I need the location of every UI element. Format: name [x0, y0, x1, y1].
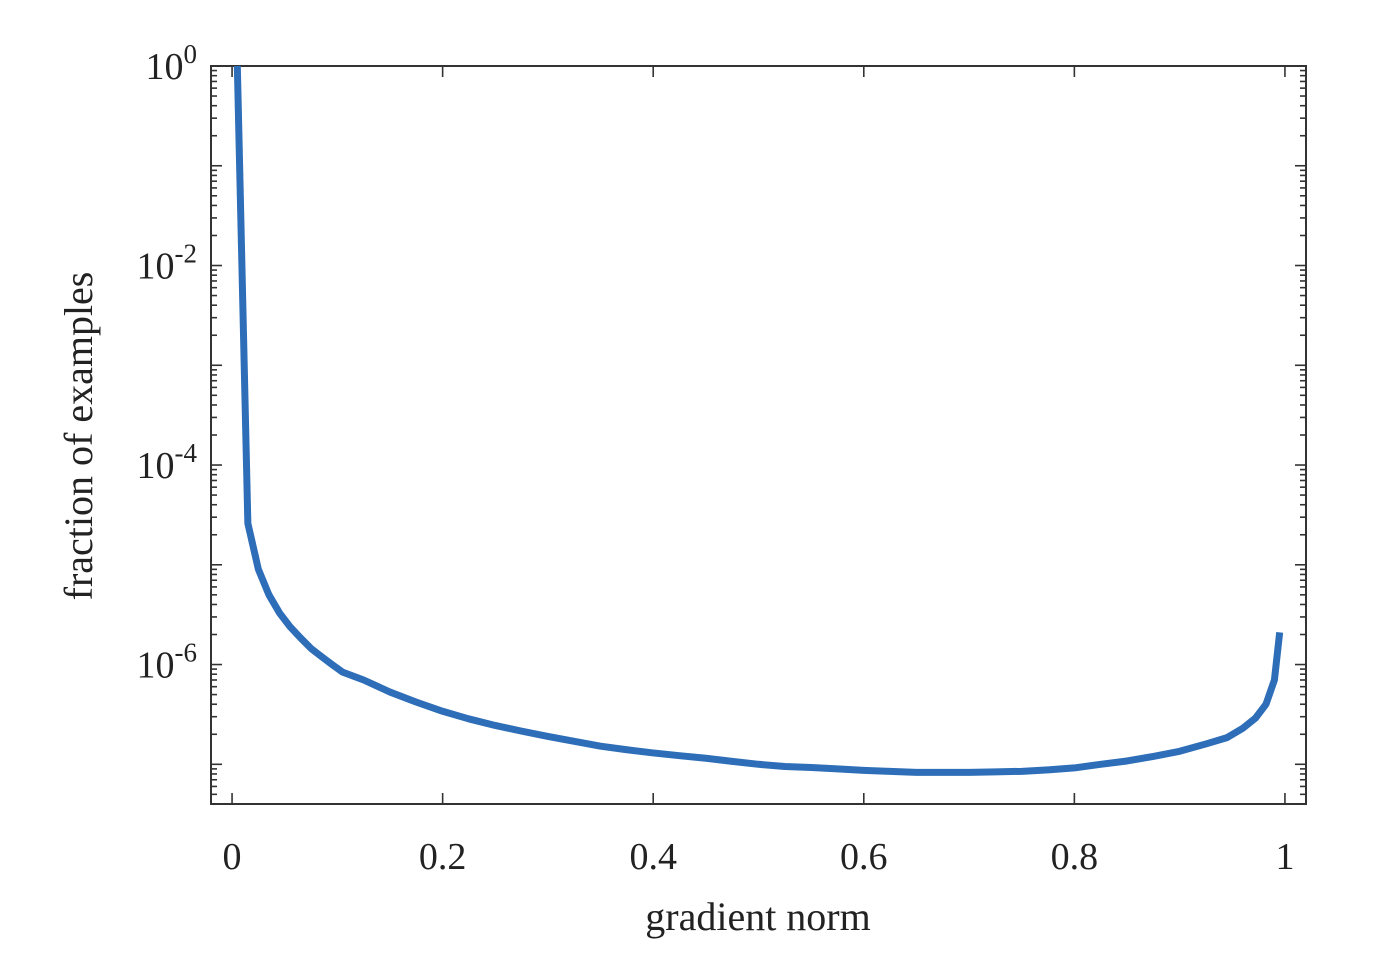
x-tick-label: 1 [1275, 836, 1294, 878]
y-tick-label: 10-2 [137, 239, 198, 288]
y-tick-exponent: -4 [175, 438, 198, 468]
y-tick-base: 10 [137, 445, 175, 487]
x-tick-labels: 0 0.2 0.4 0.6 0.8 1 [223, 836, 1295, 878]
y-tick-base: 10 [137, 645, 175, 687]
x-tick-label: 0 [223, 836, 242, 878]
y-tick-base: 10 [146, 46, 184, 88]
y-tick-exponent: 0 [184, 39, 198, 69]
y-tick-label: 100 [146, 39, 198, 88]
plot-frame [210, 65, 1307, 805]
series-layer [233, 65, 1284, 776]
y-tick-label: 10-6 [137, 638, 198, 687]
y-tick-base: 10 [137, 246, 175, 288]
x-tick-label: 0.2 [419, 836, 467, 878]
x-tick-label: 0.6 [840, 836, 888, 878]
axis-ticks [211, 65, 1306, 805]
y-tick-exponent: -2 [175, 239, 198, 269]
x-tick-label: 0.8 [1051, 836, 1099, 878]
x-axis-label: gradient norm [645, 894, 871, 939]
series-line [233, 65, 1284, 776]
y-tick-exponent: -6 [175, 638, 198, 668]
x-tick-label: 0.4 [629, 836, 677, 878]
y-tick-label: 10-4 [137, 438, 198, 487]
y-axis-label: fraction of examples [56, 272, 101, 601]
